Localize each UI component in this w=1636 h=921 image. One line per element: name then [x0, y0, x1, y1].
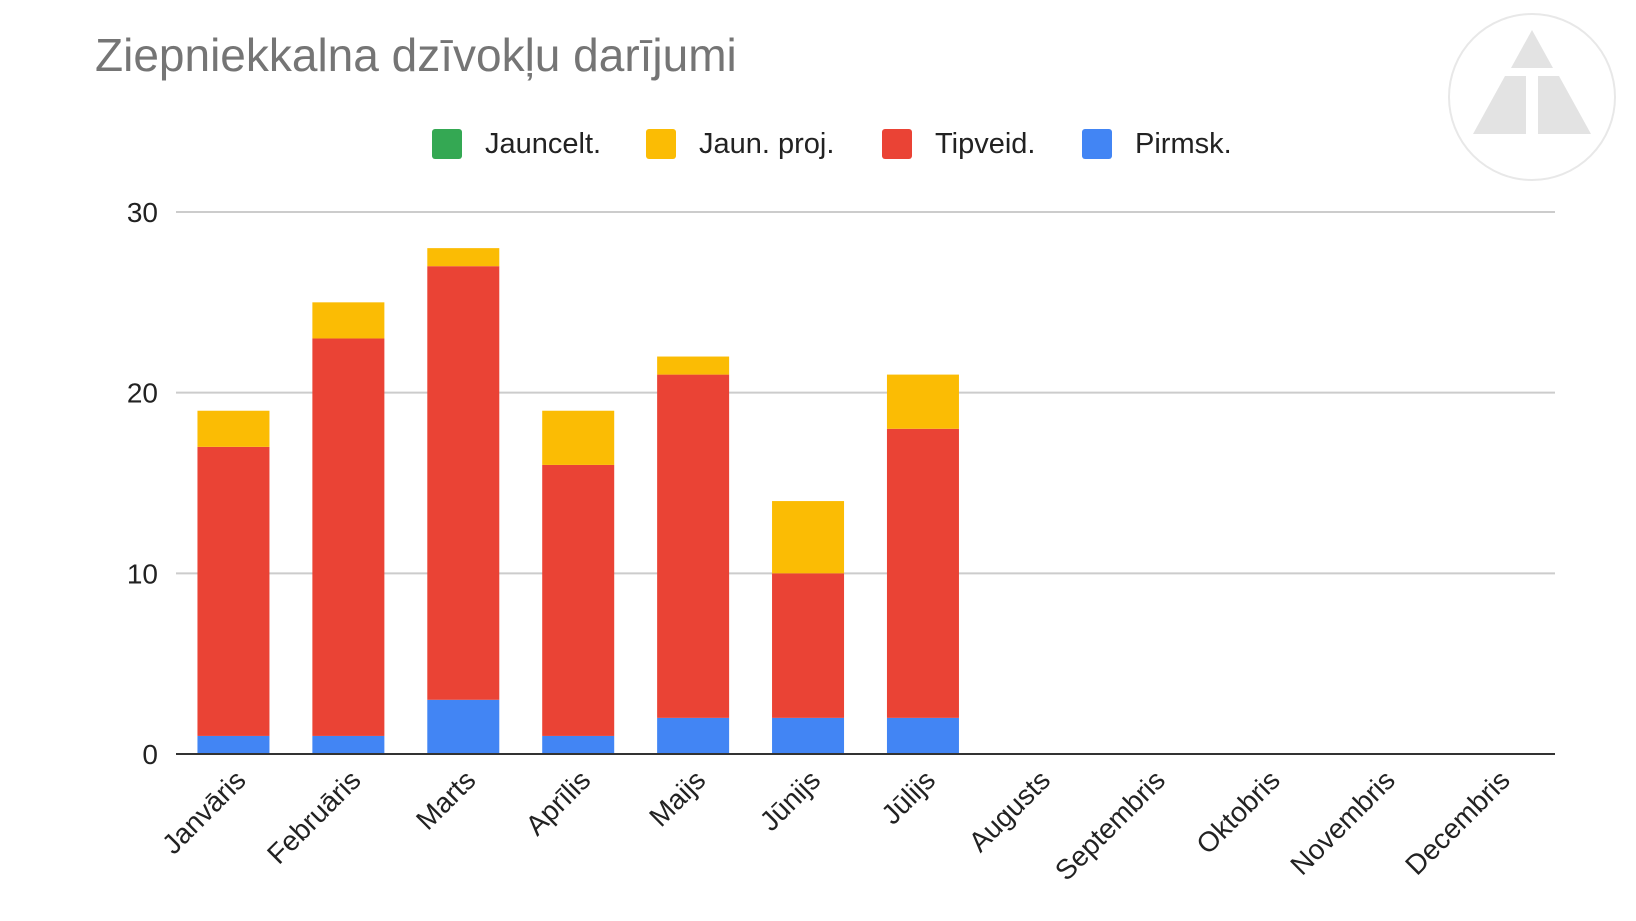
- y-tick-label: 0: [142, 739, 158, 770]
- bar-segment[interactable]: [772, 717, 845, 754]
- bar-segment[interactable]: [427, 266, 500, 700]
- x-tick-label: Marts: [410, 764, 481, 835]
- y-tick-label: 10: [127, 558, 158, 589]
- bar-segment[interactable]: [197, 410, 270, 447]
- x-tick-label: Augusts: [963, 764, 1056, 857]
- bar-segment[interactable]: [542, 735, 615, 754]
- x-tick-label: Septembris: [1049, 764, 1171, 886]
- bars: [197, 248, 959, 754]
- bar-segment[interactable]: [427, 248, 500, 267]
- bar-segment[interactable]: [312, 302, 385, 339]
- x-tick-label: Aprīlis: [520, 764, 597, 841]
- x-tick-label: Jūnijs: [754, 764, 827, 837]
- bar-segment[interactable]: [886, 428, 959, 718]
- bar-segment[interactable]: [657, 356, 730, 375]
- legend-label: Pirmsk.: [1135, 128, 1232, 160]
- legend-label: Jauncelt.: [485, 128, 602, 160]
- x-tick-label: Decembris: [1399, 764, 1516, 881]
- bar-segment[interactable]: [886, 374, 959, 429]
- legend-swatch: [1082, 129, 1112, 159]
- legend-swatch: [432, 129, 462, 159]
- bar-segment[interactable]: [197, 446, 270, 736]
- x-tick-label: Jūlijs: [875, 764, 941, 830]
- y-tick-label: 30: [127, 197, 158, 228]
- bar-segment[interactable]: [542, 464, 615, 736]
- bar-segment[interactable]: [657, 717, 730, 754]
- x-tick-label: Novembris: [1284, 764, 1401, 881]
- legend-swatch: [646, 129, 676, 159]
- bar-segment[interactable]: [427, 699, 500, 754]
- bar-segment[interactable]: [772, 573, 845, 718]
- legend-label: Tipveid.: [935, 128, 1036, 160]
- legend-swatch: [882, 129, 912, 159]
- bar-segment[interactable]: [312, 735, 385, 754]
- x-tick-label: Oktobris: [1190, 764, 1286, 860]
- legend: Jauncelt. Jaun. proj. Tipveid. Pirmsk.: [0, 122, 1636, 170]
- gridlines: [176, 211, 1555, 575]
- bar-segment[interactable]: [542, 410, 615, 465]
- bar-segment[interactable]: [886, 717, 959, 754]
- y-tick-label: 20: [127, 378, 158, 409]
- legend-label: Jaun. proj.: [699, 128, 835, 160]
- bar-segment[interactable]: [197, 735, 270, 754]
- x-tick-label: Janvāris: [156, 764, 252, 860]
- x-tick-label: Maijs: [643, 764, 711, 832]
- chart-title: Ziepniekkalna dzīvokļu darījumi: [95, 29, 737, 81]
- bar-segment[interactable]: [772, 501, 845, 574]
- x-tick-label: Februāris: [261, 764, 367, 870]
- bar-segment[interactable]: [657, 374, 730, 718]
- logo-triangle-icon: [1448, 13, 1616, 181]
- bar-segment[interactable]: [312, 338, 385, 736]
